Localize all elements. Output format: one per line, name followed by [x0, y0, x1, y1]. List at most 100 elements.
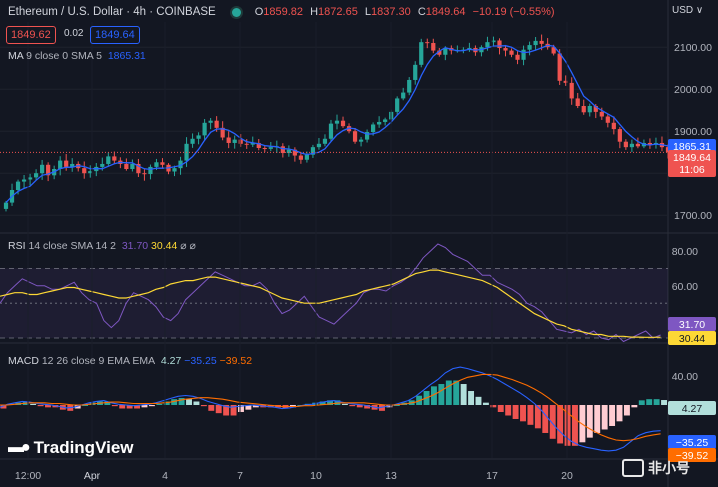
rsi-value: 31.70 [121, 240, 149, 252]
macd-params: 12 26 close 9 EMA EMA [41, 355, 156, 367]
close-value: 1849.64 [425, 6, 466, 18]
candle-body [33, 173, 39, 178]
candle-body [124, 163, 129, 169]
macd-hist-bar [638, 400, 645, 405]
macd-hist-bar [141, 405, 148, 408]
candle-body [443, 48, 448, 55]
macd-hist-bar [245, 405, 252, 410]
close-label: C [417, 6, 426, 18]
tradingview-logo[interactable]: ▬● TradingView [8, 438, 134, 458]
rsi-params: 14 close SMA 14 2 [28, 240, 116, 252]
candle-body [527, 45, 532, 50]
candle-body [485, 42, 490, 48]
candle-body [364, 132, 370, 140]
candle-body [244, 143, 249, 145]
macd-hist-bar [208, 405, 215, 411]
symbol-title[interactable]: Ethereum / U.S. Dollar · 4h · COINBASE [8, 6, 216, 18]
last-price-tag-bg [668, 150, 716, 177]
candle-body [286, 149, 291, 154]
macd-hist-bar [586, 405, 593, 438]
macd-hist-bar [379, 405, 385, 411]
candle-body [190, 138, 195, 144]
macd-hist-bar [661, 400, 667, 405]
macd-hist-bar [215, 405, 222, 414]
macd-hist-bar [223, 405, 230, 416]
change-value: −10.19 (−0.55%) [472, 6, 555, 18]
candle-body [605, 116, 610, 123]
macd-legend[interactable]: MACD 12 26 close 9 EMA EMA 4.27 −35.25 −… [8, 355, 252, 367]
macd-hist-bar [534, 405, 541, 429]
candle-body [226, 137, 231, 143]
rsi-sma-value-tag: 30.44 [679, 333, 705, 345]
sell-price-button[interactable]: 1849.62 [6, 26, 56, 44]
candle-body [106, 156, 111, 164]
spread-value: 0.02 [64, 28, 84, 39]
macd-hist-bar [646, 399, 653, 405]
macd-hist-bar [512, 405, 519, 419]
candle-body [142, 173, 147, 175]
rsi-legend[interactable]: RSI 14 close SMA 14 2 31.70 30.44 ⌀ ⌀ [8, 240, 196, 252]
macd-hist-bar [505, 405, 512, 416]
macd-hist-bar [468, 391, 475, 405]
candle-body [58, 160, 63, 169]
candle-body [503, 48, 508, 51]
macd-hist-bar [601, 405, 608, 430]
macd-hist-bar [527, 405, 534, 425]
candle-body [298, 155, 303, 160]
watermark-text: 非小号 [648, 460, 690, 476]
macd-hist-bar [341, 403, 348, 405]
price-tick-label: 1700.00 [674, 210, 712, 222]
candle-body [328, 123, 334, 139]
macd-hist-bar [178, 398, 185, 405]
price-tick-label: 2000.00 [674, 84, 712, 96]
macd-name: MACD [8, 355, 39, 367]
candle-body [21, 179, 27, 182]
candle-body [64, 160, 69, 167]
candle-body [617, 129, 622, 142]
macd-hist-bar [557, 405, 564, 444]
candle-body [112, 156, 117, 161]
candle-body [178, 160, 183, 169]
candle-body [371, 124, 376, 133]
macd-hist-bar [82, 405, 89, 406]
ma-legend[interactable]: MA 9 close 0 SMA 5 1865.31 [8, 50, 146, 62]
buy-price-button[interactable]: 1849.64 [90, 26, 140, 44]
macd-hist-bar [356, 405, 363, 408]
candle-body [611, 122, 616, 130]
macd-hist-bar [393, 405, 400, 406]
macd-hist-bar [594, 405, 601, 433]
time-tick-label: 12:00 [15, 470, 41, 482]
candle-body [334, 120, 340, 124]
macd-hist-bar [623, 405, 630, 416]
time-tick-label: 13 [385, 470, 397, 482]
candle-body [46, 164, 51, 176]
candle-body [340, 120, 346, 127]
hidden-plot-icon[interactable]: ⌀ ⌀ [180, 240, 196, 252]
candle-body [557, 53, 562, 81]
currency-selector[interactable]: USD ∨ [672, 5, 703, 16]
ma-line [5, 44, 669, 204]
macd-hist-bar [74, 405, 81, 409]
candle-body [419, 42, 424, 65]
rsi-line [0, 243, 661, 343]
rsi-tick-label: 60.00 [672, 281, 698, 293]
candle-body [497, 40, 502, 49]
macd-hist-value: 4.27 [160, 355, 182, 367]
high-value: 1872.65 [318, 6, 358, 18]
macd-hist-tag-bg [668, 401, 716, 415]
candle-body [665, 147, 671, 153]
macd-hist-bar [482, 402, 489, 405]
time-tick-label: 10 [310, 470, 322, 482]
signal-tag: −39.52 [676, 450, 709, 462]
macd-hist-bar [438, 384, 445, 405]
macd-hist-bar [163, 401, 170, 405]
watermark-icon [622, 459, 644, 477]
macd-hist-bar [549, 405, 556, 439]
candle-body [383, 119, 388, 122]
macd-hist-bar [490, 405, 497, 408]
candle-body [3, 202, 9, 209]
candle-body [70, 163, 75, 167]
candle-body [551, 47, 556, 54]
low-value: 1837.30 [371, 6, 411, 18]
